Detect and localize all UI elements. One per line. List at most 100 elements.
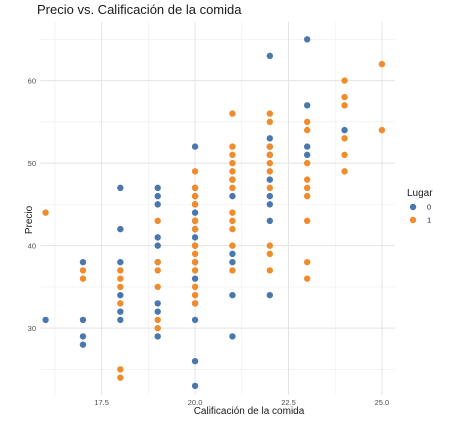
point-lugar-1 bbox=[266, 267, 274, 274]
point-lugar-1 bbox=[154, 283, 161, 291]
point-lugar-0 bbox=[79, 333, 87, 340]
point-lugar-0 bbox=[117, 316, 124, 324]
y-axis-title: Precio bbox=[24, 205, 35, 234]
point-lugar-1 bbox=[341, 151, 348, 159]
point-lugar-1 bbox=[229, 159, 236, 167]
point-lugar-1 bbox=[191, 225, 199, 233]
point-lugar-1 bbox=[378, 126, 386, 134]
point-lugar-1 bbox=[191, 250, 199, 258]
point-lugar-1 bbox=[266, 242, 274, 249]
chart-title: Precio vs. Calificación de la comida bbox=[37, 2, 242, 17]
point-lugar-1 bbox=[191, 217, 199, 225]
y-tick-label: 40 bbox=[28, 241, 36, 250]
point-lugar-0 bbox=[266, 52, 274, 60]
legend-title: Lugar bbox=[407, 188, 433, 199]
point-lugar-1 bbox=[229, 267, 236, 274]
point-lugar-1 bbox=[341, 135, 348, 142]
legend-label-1: 1 bbox=[427, 216, 431, 225]
point-lugar-1 bbox=[341, 77, 348, 84]
y-tick-label: 50 bbox=[28, 159, 36, 168]
point-lugar-1 bbox=[303, 126, 311, 134]
point-lugar-0 bbox=[154, 333, 161, 340]
point-lugar-0 bbox=[117, 291, 124, 299]
legend-key-1 bbox=[409, 216, 417, 224]
point-lugar-0 bbox=[154, 308, 161, 315]
x-tick-label: 25.0 bbox=[375, 398, 390, 407]
point-lugar-1 bbox=[303, 176, 311, 183]
point-lugar-1 bbox=[341, 168, 348, 175]
point-lugar-0 bbox=[191, 275, 199, 282]
point-lugar-0 bbox=[191, 357, 199, 365]
point-lugar-1 bbox=[229, 242, 236, 249]
point-lugar-1 bbox=[378, 60, 386, 68]
point-lugar-0 bbox=[117, 184, 124, 192]
point-lugar-1 bbox=[303, 275, 311, 282]
point-lugar-1 bbox=[191, 192, 199, 200]
point-lugar-0 bbox=[154, 192, 161, 200]
x-axis-title: Calificación de la comida bbox=[194, 406, 305, 417]
legend-label-0: 0 bbox=[427, 203, 431, 212]
legend: Lugar 0 1 bbox=[407, 188, 433, 225]
point-lugar-1 bbox=[191, 184, 199, 192]
point-lugar-0 bbox=[191, 143, 199, 150]
point-lugar-0 bbox=[303, 143, 311, 150]
x-axis-ticks: 17.5 20.0 22.5 25.0 bbox=[94, 398, 389, 407]
point-lugar-0 bbox=[229, 291, 236, 299]
y-tick-label: 30 bbox=[28, 324, 36, 333]
point-lugar-1 bbox=[341, 102, 348, 109]
point-lugar-1 bbox=[117, 300, 124, 307]
point-lugar-1 bbox=[266, 168, 274, 175]
point-lugar-1 bbox=[117, 283, 124, 291]
point-lugar-1 bbox=[154, 217, 161, 225]
point-lugar-1 bbox=[229, 151, 236, 159]
point-lugar-1 bbox=[229, 217, 236, 225]
point-lugar-1 bbox=[191, 168, 199, 175]
point-lugar-0 bbox=[266, 201, 274, 208]
point-lugar-1 bbox=[341, 93, 348, 101]
point-lugar-0 bbox=[191, 209, 199, 216]
point-lugar-1 bbox=[266, 118, 274, 126]
point-lugar-1 bbox=[266, 151, 274, 159]
point-lugar-0 bbox=[266, 176, 274, 183]
x-tick-label: 17.5 bbox=[94, 398, 109, 407]
y-tick-label: 60 bbox=[28, 76, 36, 85]
point-lugar-0 bbox=[117, 308, 124, 315]
point-lugar-0 bbox=[117, 225, 124, 233]
point-lugar-1 bbox=[303, 217, 311, 225]
point-lugar-0 bbox=[266, 135, 274, 142]
point-lugar-1 bbox=[79, 267, 87, 274]
point-lugar-1 bbox=[229, 168, 236, 175]
point-lugar-1 bbox=[229, 176, 236, 183]
point-lugar-1 bbox=[154, 267, 161, 274]
point-lugar-0 bbox=[79, 258, 87, 266]
point-lugar-1 bbox=[117, 275, 124, 282]
point-lugar-1 bbox=[229, 209, 236, 216]
legend-key-0 bbox=[409, 203, 417, 211]
grid bbox=[40, 22, 395, 395]
point-lugar-0 bbox=[154, 242, 161, 249]
point-lugar-0 bbox=[154, 300, 161, 307]
point-lugar-1 bbox=[303, 118, 311, 126]
point-lugar-1 bbox=[266, 184, 274, 192]
point-lugar-1 bbox=[266, 159, 274, 167]
point-lugar-0 bbox=[266, 291, 274, 299]
point-lugar-1 bbox=[191, 201, 199, 208]
point-lugar-1 bbox=[191, 300, 199, 307]
point-lugar-0 bbox=[191, 234, 199, 241]
point-lugar-0 bbox=[79, 341, 87, 348]
point-lugar-0 bbox=[229, 333, 236, 340]
point-lugar-1 bbox=[117, 374, 124, 381]
point-lugar-1 bbox=[117, 366, 124, 373]
point-lugar-1 bbox=[229, 110, 236, 117]
point-lugar-0 bbox=[266, 192, 274, 200]
point-lugar-1 bbox=[191, 267, 199, 274]
point-lugar-1 bbox=[154, 258, 161, 266]
point-lugar-0 bbox=[341, 126, 348, 134]
point-lugar-0 bbox=[79, 316, 87, 324]
y-axis-ticks: 30 40 50 60 bbox=[28, 76, 36, 333]
point-lugar-1 bbox=[191, 291, 199, 299]
point-lugar-1 bbox=[42, 209, 49, 216]
point-lugar-1 bbox=[303, 159, 311, 167]
point-lugar-1 bbox=[303, 258, 311, 266]
point-lugar-1 bbox=[303, 184, 311, 192]
